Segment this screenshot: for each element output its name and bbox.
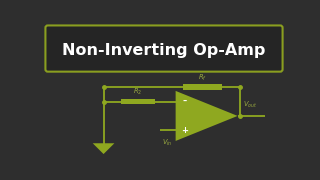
Text: –: – xyxy=(183,97,187,106)
FancyBboxPatch shape xyxy=(121,99,155,104)
Text: $V_{in}$: $V_{in}$ xyxy=(162,138,172,148)
FancyBboxPatch shape xyxy=(183,84,222,90)
Polygon shape xyxy=(176,91,238,141)
Text: $V_{out}$: $V_{out}$ xyxy=(243,100,257,110)
Text: $R_2$: $R_2$ xyxy=(133,87,143,97)
Polygon shape xyxy=(93,143,115,154)
Text: $R_f$: $R_f$ xyxy=(198,73,207,83)
Text: +: + xyxy=(181,126,188,135)
FancyBboxPatch shape xyxy=(45,25,283,72)
Text: Non-Inverting Op-Amp: Non-Inverting Op-Amp xyxy=(62,43,266,58)
